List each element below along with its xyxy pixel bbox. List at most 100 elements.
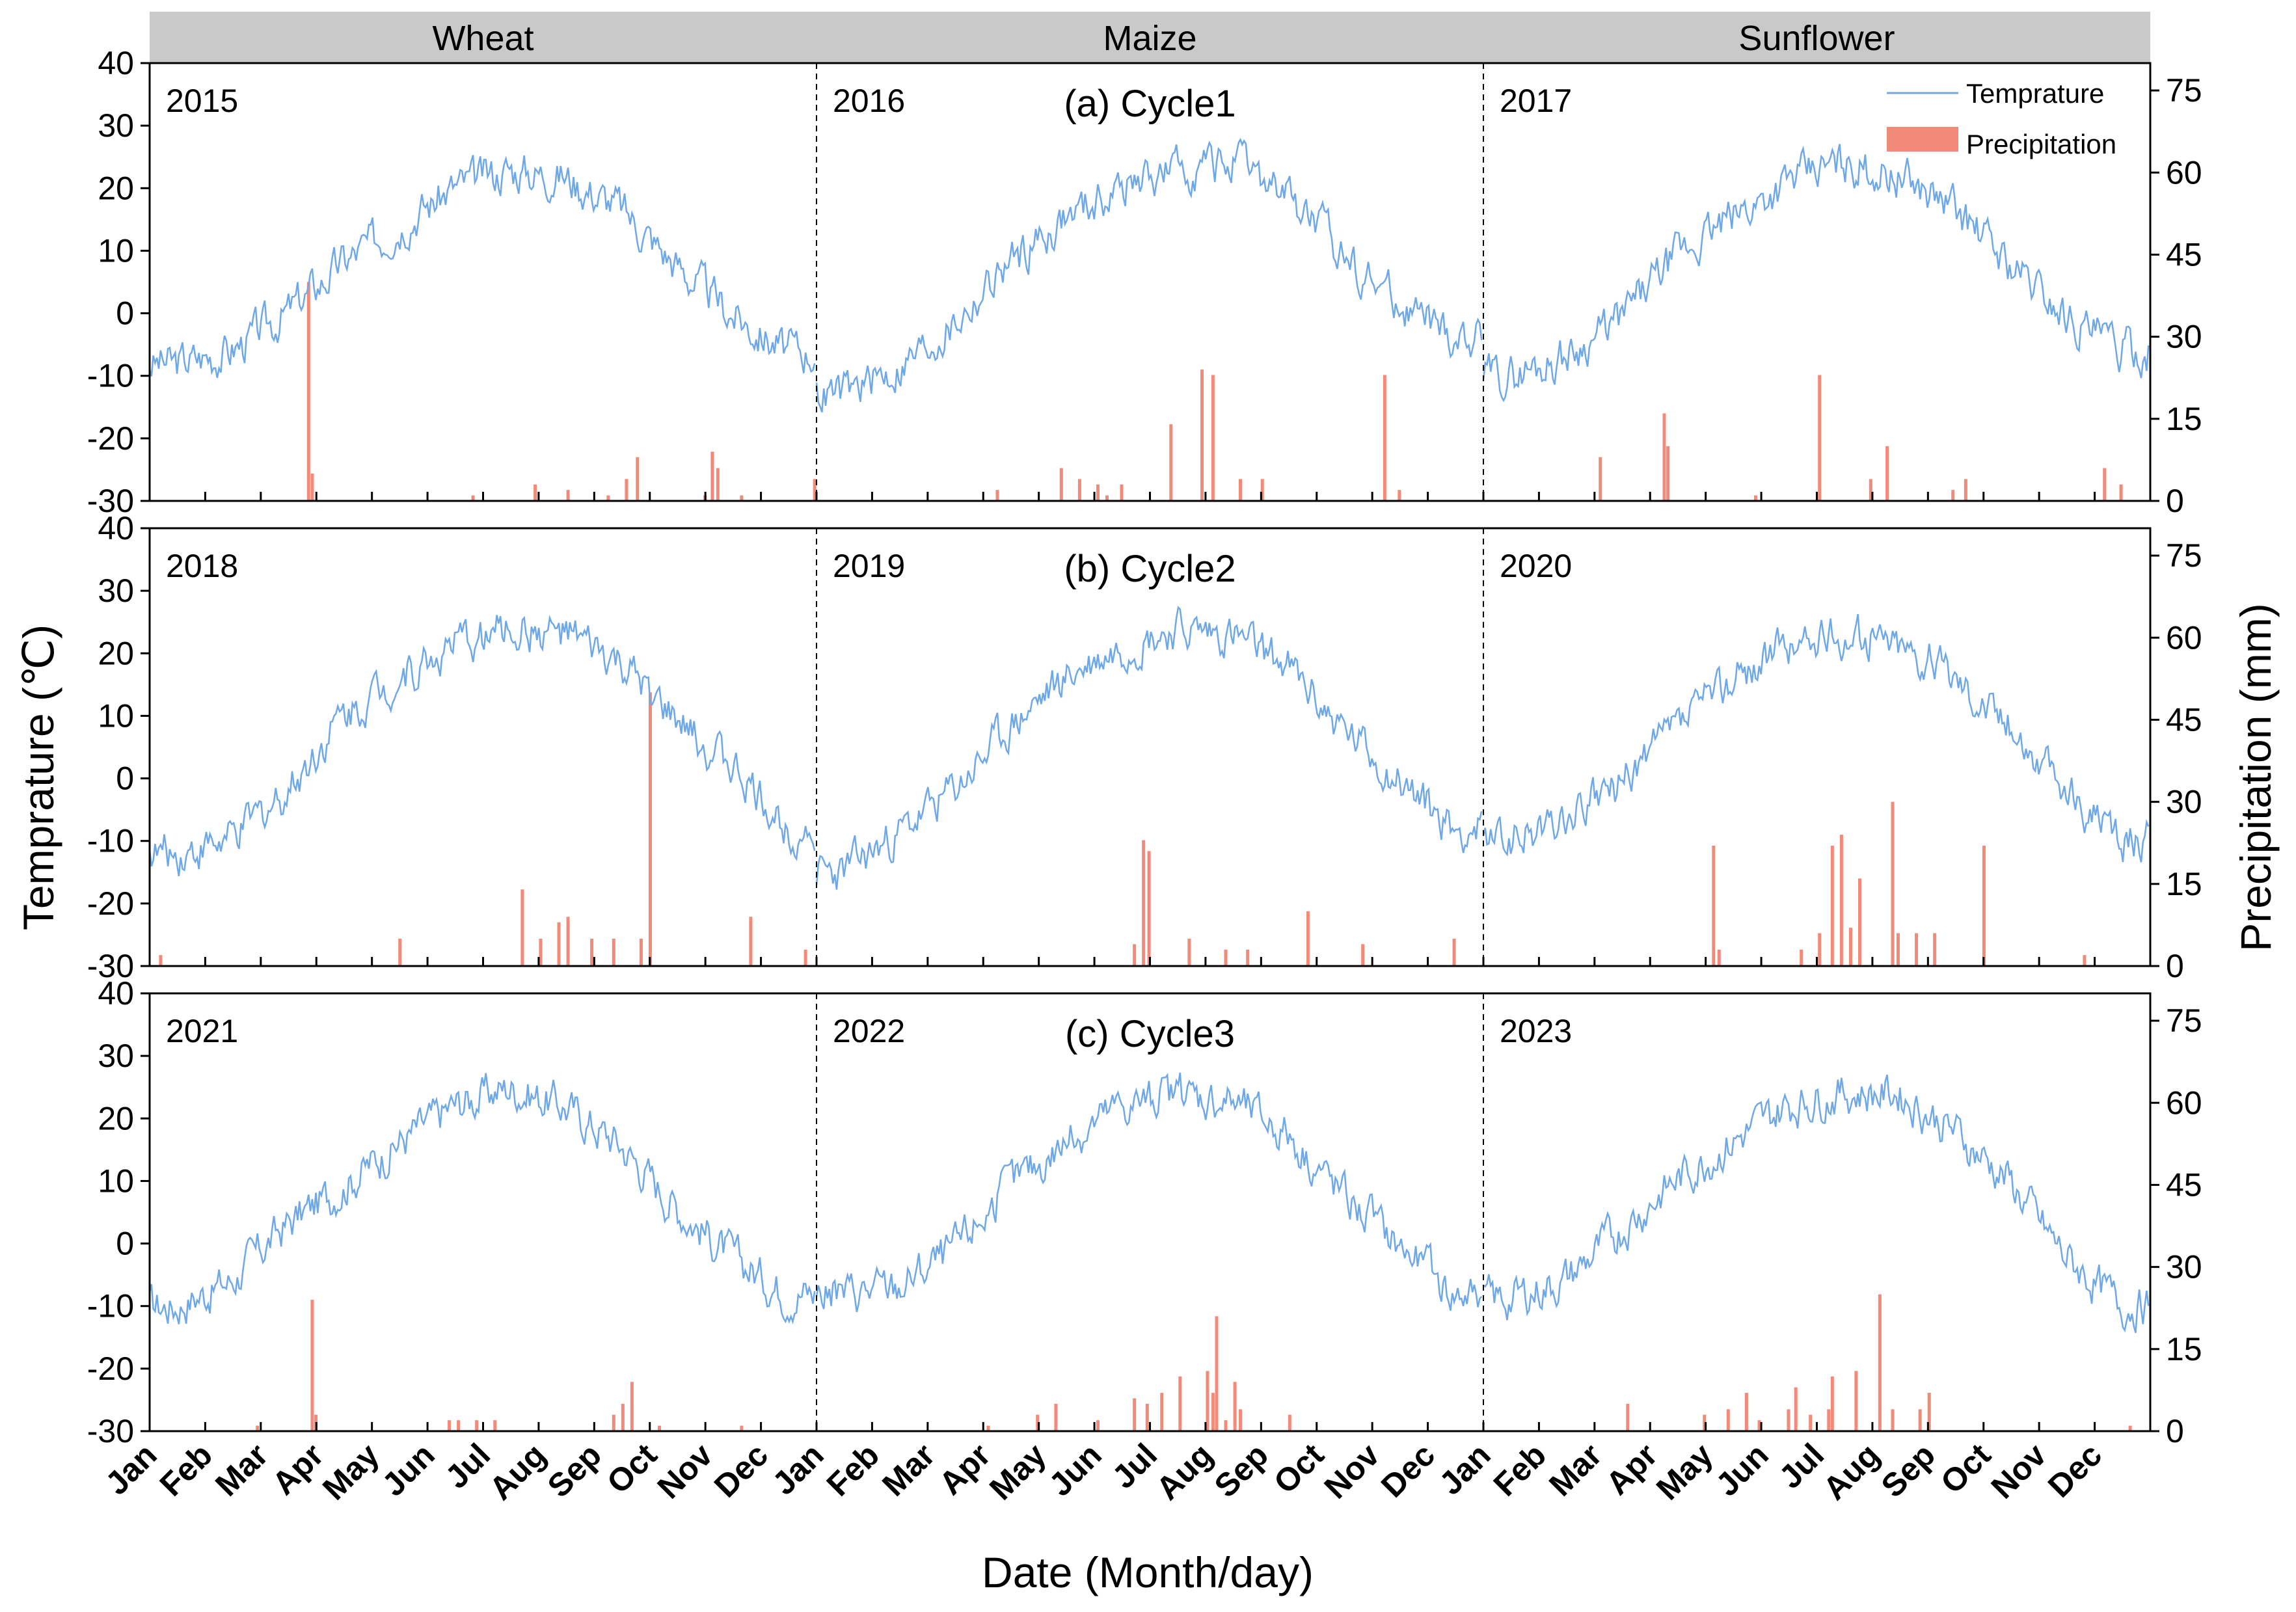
precipitation-bar	[1878, 1294, 1882, 1431]
crop-header-label: Wheat	[432, 19, 533, 58]
precipitation-bar	[1239, 1409, 1243, 1431]
y-left-tick-label: -30	[87, 1413, 134, 1449]
y-left-tick-label: 30	[98, 1038, 134, 1074]
year-label: 2016	[833, 83, 905, 119]
precipitation-bar	[1398, 490, 1401, 501]
precipitation-bar	[1666, 446, 1670, 501]
y-left-tick-label: 10	[98, 232, 134, 269]
month-label: Sep	[1208, 1436, 1275, 1504]
precipitation-bar	[1120, 484, 1124, 501]
precipitation-bar	[1717, 949, 1721, 966]
precipitation-bar	[804, 949, 807, 966]
y-right-tick-label: 45	[2166, 701, 2202, 738]
precipitation-bar	[1142, 840, 1146, 966]
precipitation-bar	[2128, 1425, 2132, 1431]
precipitation-bar	[1964, 479, 1967, 501]
y-left-tick-label: -20	[87, 885, 134, 922]
precipitation-bar	[636, 457, 640, 501]
precipitation-bar	[1133, 944, 1137, 966]
precipitation-bar	[1200, 369, 1204, 501]
precipitation-bar	[1712, 845, 1716, 966]
y-left-tick-label: 20	[98, 1100, 134, 1136]
precipitation-bar	[1757, 1420, 1761, 1431]
crop-headers: Wheat Maize Sunflower	[150, 12, 2150, 63]
year-label: 2015	[166, 83, 238, 119]
precipitation-bar	[1918, 1409, 1922, 1431]
month-label: Feb	[820, 1436, 886, 1503]
month-label: Apr	[265, 1436, 331, 1501]
y-right-tick-label: 30	[2166, 319, 2202, 355]
y-right-tick-label: 45	[2166, 236, 2202, 273]
y-left-tick-label: -10	[87, 358, 134, 394]
y-right-tick-label: 0	[2166, 1413, 2184, 1449]
y-left-tick-label: 30	[98, 572, 134, 609]
precipitation-bar	[1662, 413, 1666, 501]
precipitation-bar	[1753, 495, 1757, 501]
y-left-tick-label: 20	[98, 635, 134, 671]
precipitation-bar	[1915, 933, 1919, 966]
precipitation-bar	[566, 917, 570, 966]
precipitation-bar	[1224, 949, 1228, 966]
precipitation-bar	[1800, 949, 1803, 966]
precipitation-bar	[1224, 1420, 1228, 1431]
crop-header-label: Sunflower	[1738, 19, 1895, 58]
y-left-tick-label: 0	[116, 760, 134, 797]
month-label: Oct	[1267, 1436, 1331, 1501]
precipitation-bar	[493, 1420, 497, 1431]
y-right-tick-label: 60	[2166, 1084, 2202, 1121]
month-label: May	[982, 1436, 1053, 1507]
y-left-tick-label: 40	[98, 975, 134, 1012]
month-label: Dec	[1374, 1436, 1442, 1504]
precipitation-bar	[590, 938, 594, 966]
precipitation-bar	[471, 495, 475, 501]
precipitation-bar	[1054, 1403, 1058, 1431]
y-right-tick-label: 60	[2166, 619, 2202, 656]
precipitation-bar	[1885, 446, 1889, 501]
month-label: Oct	[1934, 1436, 1998, 1501]
precipitation-bar	[1239, 479, 1243, 501]
precipitation-bar	[557, 922, 561, 966]
month-label: Mar	[875, 1436, 941, 1503]
precipitation-bar	[1059, 468, 1063, 501]
precipitation-bar	[1145, 1403, 1149, 1431]
precipitation-bar	[1827, 1409, 1831, 1431]
legend: Temprature Precipitation	[1887, 78, 2116, 159]
y-left-tick-label: -20	[87, 420, 134, 457]
precipitation-bar	[159, 955, 163, 966]
temperature-line	[1483, 1074, 2150, 1334]
precipitation-bar	[1133, 1398, 1137, 1431]
precipitation-bar	[398, 938, 402, 966]
month-label: Aug	[1149, 1436, 1219, 1507]
precipitation-bar	[657, 1425, 661, 1431]
month-label: Feb	[153, 1436, 219, 1503]
precipitation-bar	[1933, 933, 1937, 966]
precipitation-bar	[539, 938, 543, 966]
y-left-tick-label: 20	[98, 170, 134, 206]
precipitation-bar	[630, 1382, 634, 1431]
precipitation-bar	[2103, 468, 2107, 501]
month-label: Feb	[1487, 1436, 1553, 1503]
y-axis-right-title: Precipitation (mm)	[2232, 603, 2280, 951]
labels-group: Date (Month/day) Temprature (℃) Precipit…	[14, 603, 2280, 1596]
legend-precipitation-label: Precipitation	[1966, 129, 2116, 159]
precipitation-bar	[310, 1300, 314, 1431]
temperature-line	[148, 1073, 816, 1325]
precipitation-bar	[1830, 845, 1834, 966]
year-label: 2019	[833, 548, 905, 584]
x-axis-title: Date (Month/day)	[982, 1548, 1314, 1596]
precipitation-bar	[1215, 1316, 1219, 1431]
y-axis-left-title: Temprature (℃)	[14, 625, 62, 930]
month-label: Jun	[1042, 1436, 1108, 1503]
y-left-tick-label: -10	[87, 1288, 134, 1324]
precipitation-bar	[2119, 484, 2123, 501]
y-left-tick-label: 40	[98, 510, 134, 546]
y-right-tick-label: 15	[2166, 401, 2202, 437]
precipitation-bar	[1951, 490, 1955, 501]
precipitation-bar	[1818, 933, 1822, 966]
axes-group: -30 -20 -10 0 10 20 30 40 0 15 30 45 60 75 -30 -20 -10 0 1…	[87, 45, 2202, 1507]
month-label: Sep	[1874, 1436, 1942, 1504]
precipitation-bar	[1891, 1409, 1895, 1431]
precipitation-bar	[995, 490, 999, 501]
precipitation-bar	[1288, 1414, 1291, 1431]
